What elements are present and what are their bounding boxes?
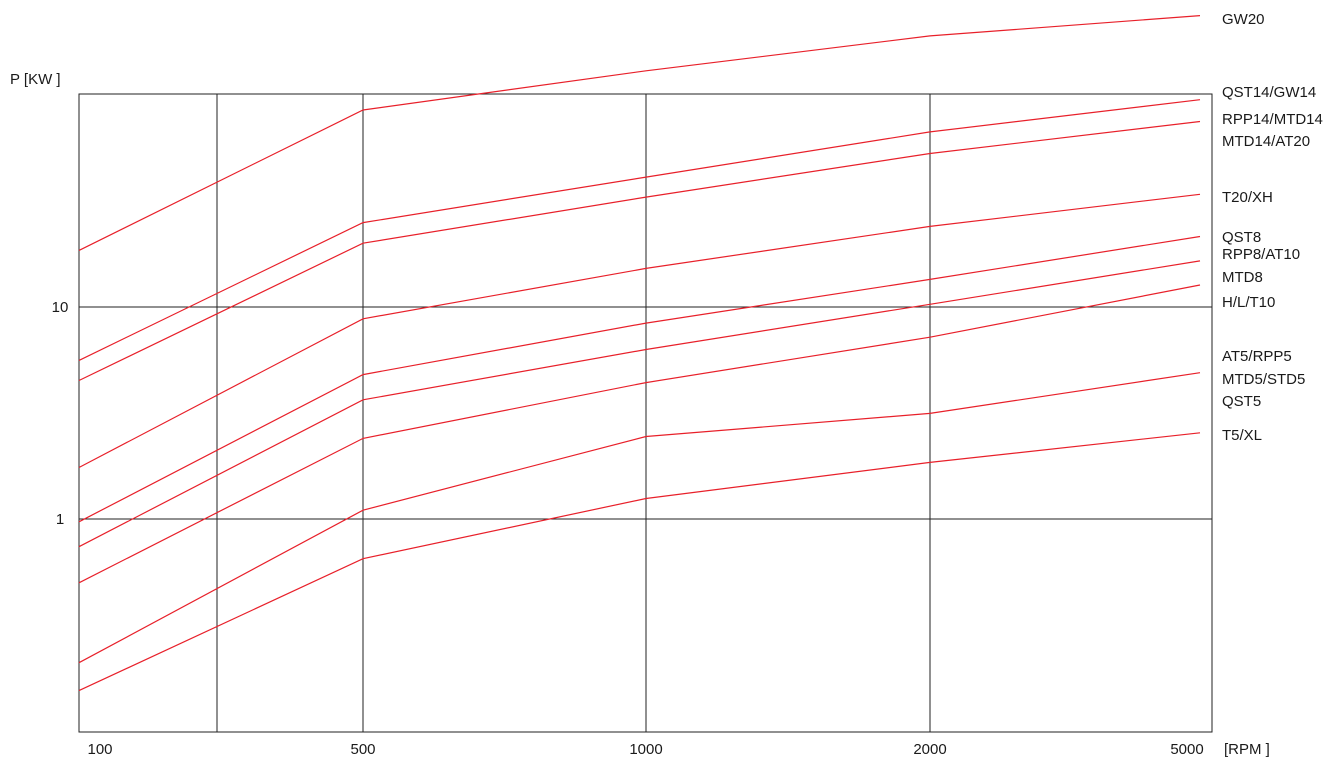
- x-tick-label: 5000: [1170, 741, 1203, 758]
- tick-labels: 100 500 1000 2000 5000 1 10: [52, 299, 1204, 758]
- y-tick-label: 1: [56, 511, 64, 528]
- series-label: GW20: [1222, 11, 1265, 28]
- plot-frame: [78, 93, 1213, 733]
- x-axis-label: [RPM ]: [1224, 741, 1270, 758]
- series-label: T20/XH: [1222, 189, 1273, 206]
- series-label: RPP14/MTD14: [1222, 111, 1323, 128]
- series-label: RPP8/AT10: [1222, 246, 1300, 263]
- series-line: [78, 432, 1201, 692]
- series-labels: GW20 QST14/GW14 RPP14/MTD14 MTD14/AT20 T20/X…: [1222, 11, 1323, 444]
- x-tick-label: 2000: [913, 741, 946, 758]
- series-line: [78, 15, 1201, 251]
- series-line: [78, 235, 1201, 523]
- series-lines: [78, 15, 1201, 692]
- series-label: AT5/RPP5: [1222, 348, 1292, 365]
- series-label: H/L/T10: [1222, 294, 1275, 311]
- series-line: [78, 193, 1201, 469]
- series-line: [78, 260, 1201, 548]
- series-label: QST5: [1222, 393, 1261, 410]
- series-label: MTD8: [1222, 269, 1263, 286]
- x-tick-label: 100: [87, 741, 112, 758]
- series-label: T5/XL: [1222, 427, 1262, 444]
- series-line: [78, 120, 1201, 382]
- series-label: QST14/GW14: [1222, 84, 1316, 101]
- x-tick-label: 500: [350, 741, 375, 758]
- series-line: [78, 99, 1201, 361]
- grid: [79, 94, 1212, 732]
- x-tick-label: 1000: [629, 741, 662, 758]
- series-line: [78, 372, 1201, 664]
- y-axis-label: P [KW ]: [10, 71, 61, 88]
- series-label: MTD5/STD5: [1222, 371, 1305, 388]
- y-tick-label: 10: [52, 299, 69, 316]
- series-label: QST8: [1222, 229, 1261, 246]
- series-label: MTD14/AT20: [1222, 133, 1310, 150]
- series-line: [78, 284, 1201, 584]
